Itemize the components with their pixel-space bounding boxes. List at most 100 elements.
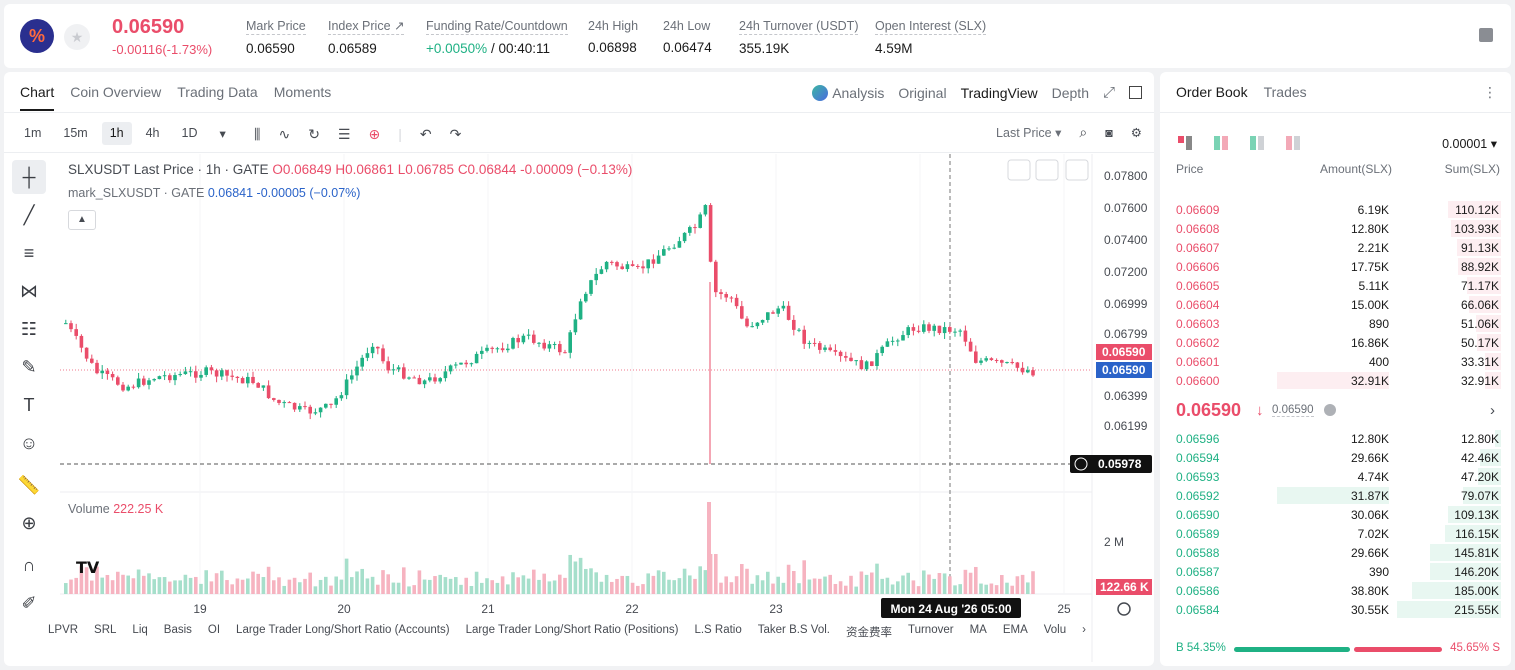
add-alert-icon[interactable]: ⊕: [368, 126, 381, 142]
indicator-turnover[interactable]: Turnover: [907, 624, 954, 636]
indicator-volume[interactable]: Volu: [1043, 624, 1067, 636]
ruler-icon[interactable]: 📏: [17, 474, 41, 495]
zoom-icon[interactable]: ⊕: [21, 512, 37, 533]
magnet-icon[interactable]: ∩: [22, 554, 36, 575]
tab-order-book[interactable]: Order Book: [1176, 84, 1248, 100]
candle-type-icon[interactable]: ⫼: [254, 126, 261, 142]
view-asks-only-icon[interactable]: [1250, 136, 1266, 150]
stat-24h-turnover[interactable]: 24h Turnover (USDT) 355.19K: [739, 18, 859, 56]
bid-row[interactable]: 0.06593 4.74K 47.20K: [1160, 467, 1511, 486]
mid-mark-price[interactable]: 0.06590: [1272, 404, 1314, 417]
interval-dropdown-icon[interactable]: ▾: [219, 127, 226, 141]
orderbook-tabs: Order Book Trades: [1176, 84, 1307, 100]
bid-row[interactable]: 0.06590 30.06K 109.13K: [1160, 505, 1511, 524]
chevron-right-icon[interactable]: ›: [1082, 624, 1086, 636]
bid-row[interactable]: 0.06588 29.66K 145.81K: [1160, 543, 1511, 562]
pattern-icon[interactable]: ⋈: [20, 280, 38, 301]
interval-15m[interactable]: 15m: [63, 126, 88, 140]
crosshair-icon[interactable]: ┼: [12, 160, 46, 194]
candle-body: [584, 293, 588, 302]
pencil-icon[interactable]: ✐: [21, 592, 37, 613]
stat-funding-rate[interactable]: Funding Rate/Countdown +0.0050% / 00:40:…: [426, 18, 568, 56]
tab-chart[interactable]: Chart: [20, 84, 55, 111]
tab-trading-data[interactable]: Trading Data: [177, 84, 258, 100]
price-source-select[interactable]: Last Price ▾: [996, 126, 1062, 140]
bid-row[interactable]: 0.06594 29.66K 42.46K: [1160, 448, 1511, 467]
ask-row[interactable]: 0.06600 32.91K 32.91K: [1160, 371, 1511, 390]
tradingview-logo-icon[interactable]: 𝗧𝗩: [76, 560, 100, 577]
interval-1h[interactable]: 1h: [101, 122, 132, 145]
candle-body: [766, 312, 770, 320]
bid-row[interactable]: 0.06592 31.87K 79.07K: [1160, 486, 1511, 505]
indicator-liq[interactable]: Liq: [132, 624, 148, 636]
replay-icon[interactable]: ↻: [308, 126, 320, 142]
undo-icon[interactable]: ↶: [419, 126, 432, 142]
tab-tradingview[interactable]: TradingView: [960, 84, 1038, 101]
ask-row[interactable]: 0.06601 400 33.31K: [1160, 352, 1511, 371]
bid-row[interactable]: 0.06587 390 146.20K: [1160, 562, 1511, 581]
indicator-ema[interactable]: EMA: [1002, 624, 1028, 636]
bid-row[interactable]: 0.06596 12.80K 12.80K: [1160, 429, 1511, 448]
view-bids-only-icon[interactable]: [1214, 136, 1230, 150]
collapse-legend-button[interactable]: ▲: [68, 210, 96, 230]
ask-row[interactable]: 0.06603 890 51.06K: [1160, 314, 1511, 333]
gear-icon[interactable]: ⚙: [1130, 126, 1142, 140]
ask-row[interactable]: 0.06606 17.75K 88.92K: [1160, 257, 1511, 276]
indicator-ma[interactable]: MA: [969, 624, 987, 636]
text-icon[interactable]: T: [23, 394, 35, 415]
redo-icon[interactable]: ↷: [449, 126, 462, 142]
ask-row[interactable]: 0.06607 2.21K 91.13K: [1160, 238, 1511, 257]
indicator-ls-ratio[interactable]: L.S Ratio: [694, 624, 742, 636]
bid-row[interactable]: 0.06589 7.02K 116.15K: [1160, 524, 1511, 543]
interval-1d[interactable]: 1D: [181, 126, 198, 140]
indicator-ls-accounts[interactable]: Large Trader Long/Short Ratio (Accounts): [236, 624, 450, 636]
view-depth-icon[interactable]: [1286, 136, 1302, 150]
tab-trades[interactable]: Trades: [1263, 84, 1307, 100]
tab-original[interactable]: Original: [898, 84, 947, 101]
book-icon[interactable]: [1479, 28, 1493, 42]
emoji-icon[interactable]: ☺: [19, 432, 39, 453]
stat-mark-price[interactable]: Mark Price 0.06590: [246, 18, 306, 56]
chevron-right-icon[interactable]: ›: [1490, 402, 1495, 419]
bid-row[interactable]: 0.06584 30.55K 215.55K: [1160, 600, 1511, 619]
price-chart[interactable]: 0.07800 0.07600 0.07400 0.07200 0.06999 0.067…: [4, 72, 1154, 666]
interval-1m[interactable]: 1m: [24, 126, 42, 140]
tab-depth[interactable]: Depth: [1051, 84, 1089, 101]
indicators-icon[interactable]: ∿: [278, 126, 291, 142]
indicator-oi[interactable]: OI: [207, 624, 221, 636]
ask-row[interactable]: 0.06609 6.19K 110.12K: [1160, 200, 1511, 219]
bid-row[interactable]: 0.06586 38.80K 185.00K: [1160, 581, 1511, 600]
tab-analysis[interactable]: Analysis: [812, 84, 884, 101]
stat-index-price[interactable]: Index Price ↗ 0.06589: [328, 18, 405, 56]
precision-select[interactable]: 0.00001 ▾: [1442, 137, 1497, 151]
volume-bar: [875, 563, 879, 594]
window-icon[interactable]: [1129, 86, 1142, 99]
interval-4h[interactable]: 4h: [145, 126, 160, 140]
row-amount: 5.11K: [1358, 279, 1389, 293]
indicator-srl[interactable]: SRL: [94, 624, 117, 636]
fib-icon[interactable]: ☷: [20, 318, 38, 339]
camera-icon[interactable]: ◙: [1105, 125, 1113, 140]
expand-icon[interactable]: ⤢: [1102, 84, 1115, 101]
tab-coin-overview[interactable]: Coin Overview: [70, 84, 162, 100]
indicator-funding-rate[interactable]: 资金费率: [845, 627, 892, 639]
favorite-star-icon[interactable]: ★: [64, 24, 90, 50]
indicator-ls-positions[interactable]: Large Trader Long/Short Ratio (Positions…: [465, 624, 679, 636]
more-menu-icon[interactable]: ⋮: [1483, 84, 1497, 100]
ask-row[interactable]: 0.06605 5.11K 71.17K: [1160, 276, 1511, 295]
indicator-basis[interactable]: Basis: [163, 624, 192, 636]
search-icon[interactable]: ⌕: [1079, 124, 1088, 140]
ask-row[interactable]: 0.06608 12.80K 103.93K: [1160, 219, 1511, 238]
indicator-taker-vol[interactable]: Taker B.S Vol.: [757, 624, 830, 636]
brush-icon[interactable]: ✎: [21, 356, 37, 377]
ask-row[interactable]: 0.06604 15.00K 66.06K: [1160, 295, 1511, 314]
stat-open-interest[interactable]: Open Interest (SLX) 4.59M: [875, 18, 987, 56]
indicator-lpvr[interactable]: LPVR: [48, 624, 79, 636]
templates-icon[interactable]: ☰: [337, 126, 351, 142]
view-both-icon[interactable]: [1178, 136, 1194, 150]
horizontal-lines-icon[interactable]: ≡: [23, 242, 35, 263]
info-icon[interactable]: [1324, 404, 1336, 416]
ask-row[interactable]: 0.06602 16.86K 50.17K: [1160, 333, 1511, 352]
trend-line-icon[interactable]: ╱: [23, 204, 35, 225]
tab-moments[interactable]: Moments: [273, 84, 332, 100]
